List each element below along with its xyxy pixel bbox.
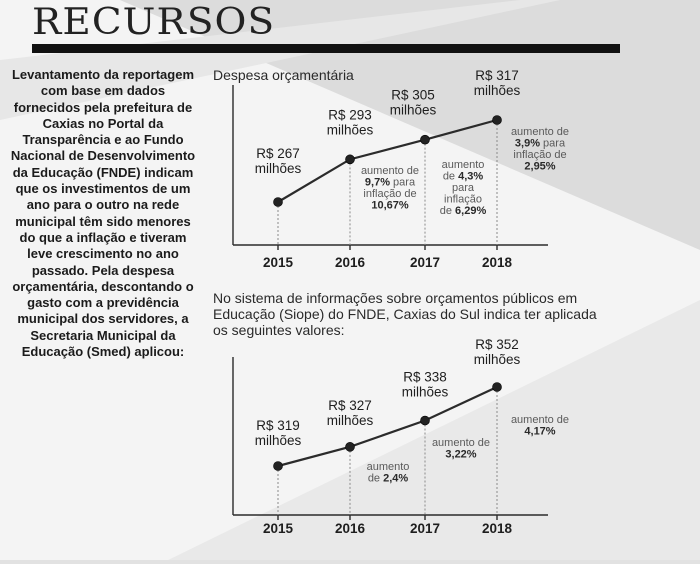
chart2-value-label-2016: milhões: [327, 413, 374, 428]
sidebar-text: Levantamento da reportagem com base em d…: [10, 67, 196, 360]
chart2-annotation-3: 4,17%: [524, 426, 555, 438]
chart2-value-label-2016: R$ 327: [328, 398, 372, 413]
chart1-x-tick-label-2016: 2016: [335, 255, 366, 270]
chart1-series-line: [277, 118, 498, 203]
chart1-annotation-2: de 6,29%: [440, 205, 487, 217]
chart1-annotation-3: 3,9% para: [515, 138, 566, 150]
chart1-point-2015: [273, 197, 283, 207]
chart1-annotation-1: aumento de: [361, 165, 419, 177]
chart1-annotation-2: de 4,3%: [443, 171, 484, 183]
chart2-annotation-3: aumento de: [511, 414, 569, 426]
chart1-value-label-2017: R$ 305: [391, 88, 435, 103]
chart1-annotation-3: aumento de: [511, 126, 569, 138]
chart2-point-2017: [420, 415, 430, 426]
chart1-x-tick-label-2015: 2015: [263, 255, 294, 270]
chart1-annotation-2: para: [452, 182, 475, 194]
chart2-annotation-2: aumento de: [432, 437, 490, 449]
chart1-x-tick-label-2017: 2017: [410, 255, 440, 270]
chart1-annotation-2: aumento: [442, 159, 485, 171]
chart1-annotation-1: 10,67%: [371, 200, 409, 212]
title-underline: [32, 44, 620, 53]
chart2-x-tick-label-2017: 2017: [410, 521, 440, 536]
chart2-point-2016: [345, 442, 355, 452]
chart1-x-tick-label-2018: 2018: [482, 255, 513, 270]
chart2-intro: No sistema de informações sobre orçament…: [213, 290, 597, 338]
bottom-edge: [0, 560, 700, 564]
chart1-point-2016: [345, 154, 355, 165]
chart1-annotation-1: inflação de: [363, 188, 416, 200]
page-title: RECURSOS: [32, 2, 276, 43]
chart1-annotation-1: 9,7% para: [365, 177, 416, 189]
chart1-value-label-2015: R$ 267: [256, 146, 300, 161]
chart1-point-2018: [492, 115, 502, 125]
chart1-value-label-2015: milhões: [255, 161, 302, 176]
chart2-point-2015: [273, 461, 283, 471]
chart2-point-2018: [492, 382, 502, 392]
chart1-point-2017: [420, 134, 430, 145]
chart2-x-tick-label-2016: 2016: [335, 521, 366, 536]
chart2-x-tick-label-2015: 2015: [263, 521, 294, 536]
chart1-value-label-2018: milhões: [474, 83, 521, 98]
chart2-value-label-2015: milhões: [255, 433, 302, 448]
chart1-value-label-2018: R$ 317: [475, 68, 519, 83]
chart2-series-line: [277, 386, 498, 468]
chart2-value-label-2018: R$ 352: [475, 337, 519, 352]
chart2-x-tick-label-2018: 2018: [482, 521, 513, 536]
chart1-annotation-2: inflação: [444, 194, 482, 206]
chart2-annotation-1: aumento: [367, 461, 410, 473]
chart1-annotation-3: 2,95%: [524, 161, 555, 173]
chart1-value-label-2016: R$ 293: [328, 107, 372, 122]
chart1-title: Despesa orçamentária: [213, 67, 354, 83]
chart2-value-label-2018: milhões: [474, 352, 521, 367]
chart1-annotation-3: inflação de: [513, 149, 566, 161]
chart2-value-label-2015: R$ 319: [256, 418, 300, 433]
chart2-value-label-2017: milhões: [402, 385, 449, 400]
chart2-annotation-1: de 2,4%: [368, 473, 409, 485]
chart1-value-label-2016: milhões: [327, 122, 374, 137]
chart1-value-label-2017: milhões: [390, 103, 437, 118]
chart2-annotation-2: 3,22%: [445, 449, 476, 461]
chart2-value-label-2017: R$ 338: [403, 370, 447, 385]
